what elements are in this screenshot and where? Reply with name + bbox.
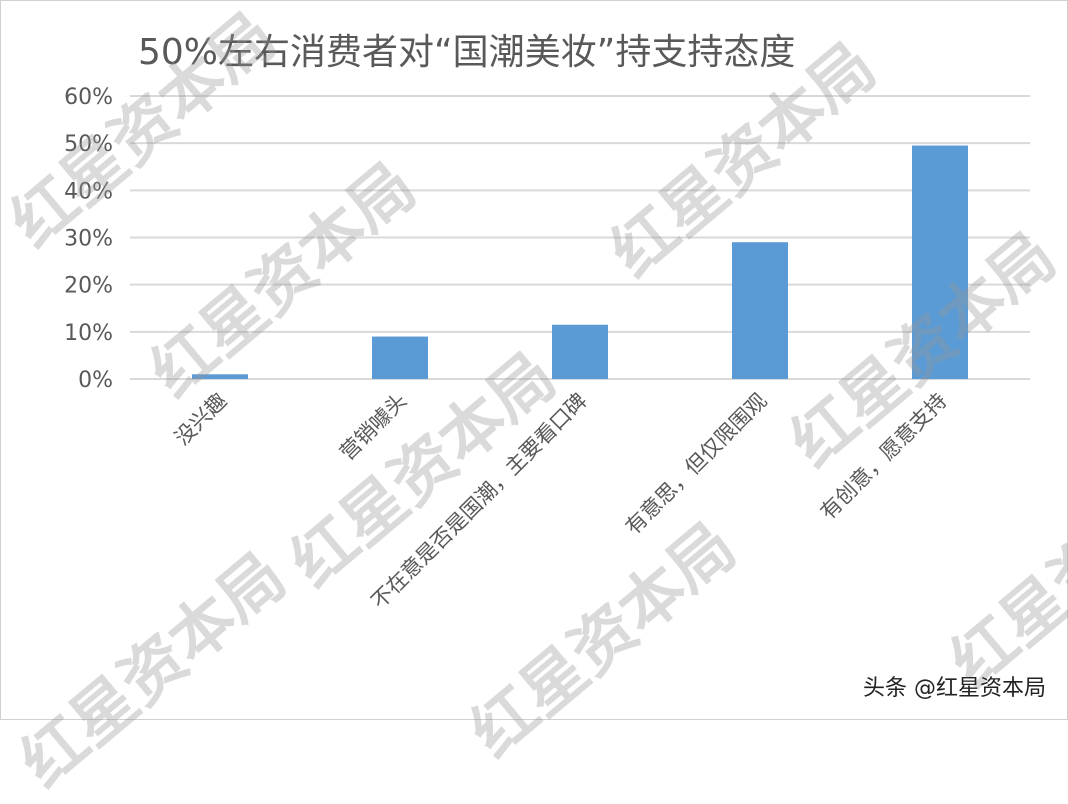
x-tick-label: 有创意，愿意支持: [816, 389, 952, 525]
bar: [732, 242, 788, 379]
x-tick-label: 营销噱头: [335, 389, 411, 465]
y-tick-label: 60%: [64, 85, 113, 110]
x-tick-label: 不在意是否是国潮，主要看口碑: [367, 389, 592, 614]
y-tick-label: 50%: [64, 132, 113, 157]
chart-title: 50%左右消费者对“国潮美妆”持支持态度: [138, 32, 795, 73]
y-tick-label: 40%: [64, 179, 113, 204]
y-tick-label: 30%: [64, 227, 113, 252]
bar: [912, 145, 968, 379]
y-tick-label: 20%: [64, 274, 113, 299]
y-tick-label: 0%: [78, 368, 113, 393]
x-tick-label: 有意思，但仅限围观: [621, 389, 772, 540]
footer-credit: 头条 @红星资本局: [863, 676, 1046, 701]
y-tick-label: 10%: [64, 321, 113, 346]
bar-chart: 50%左右消费者对“国潮美妆”持支持态度 0% 10% 20% 30% 40% 50% 60…: [64, 32, 1030, 614]
bar: [192, 374, 248, 379]
bar: [372, 336, 428, 379]
bar: [552, 324, 608, 379]
x-tick-label: 没兴趣: [170, 389, 232, 451]
